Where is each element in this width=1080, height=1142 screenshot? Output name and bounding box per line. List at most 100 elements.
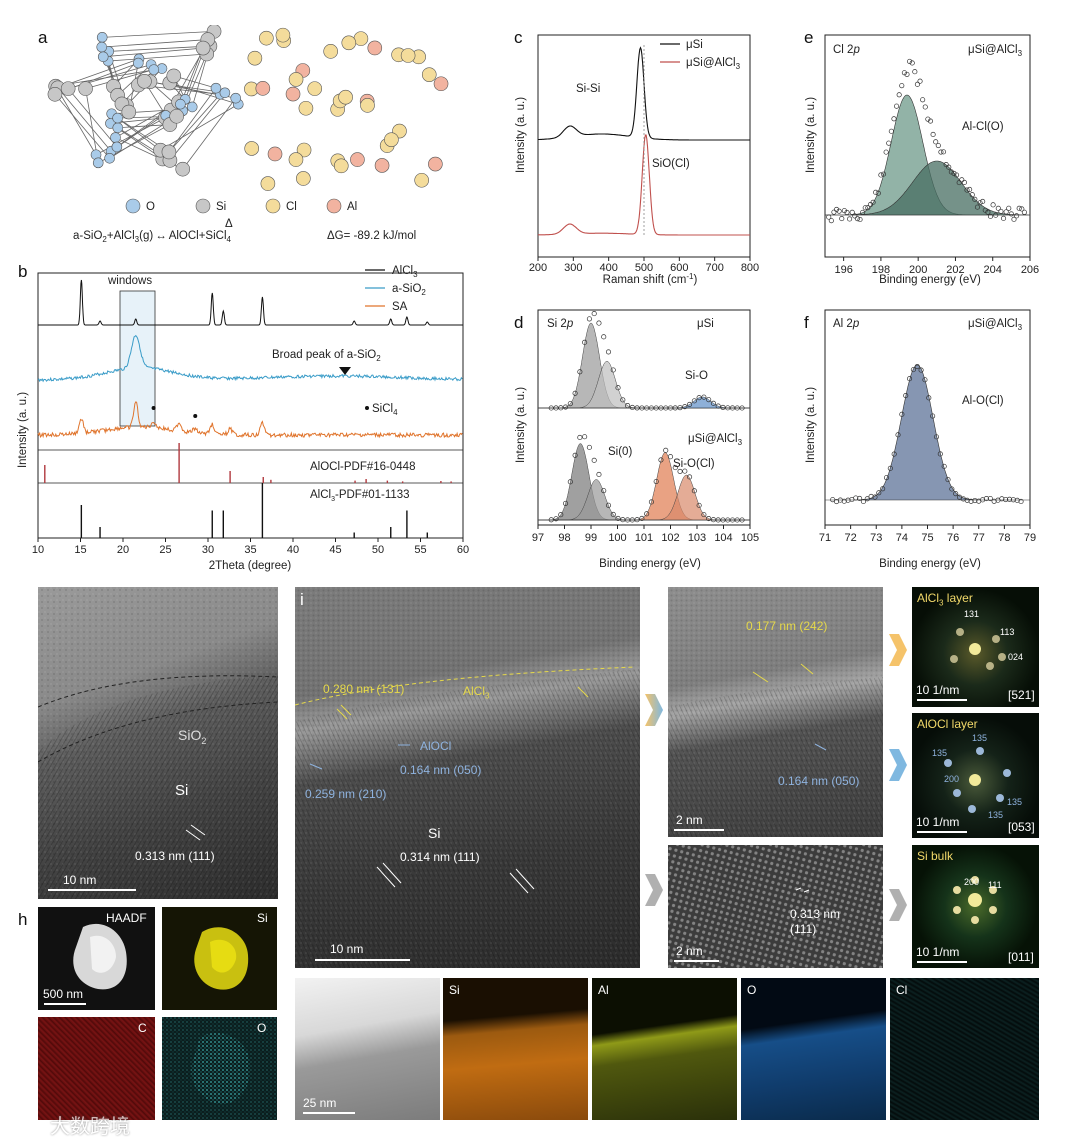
xps-data-point [615, 385, 621, 391]
xps-data-point [648, 405, 654, 411]
panel-h-c-map: C [38, 1017, 155, 1120]
atom-si [78, 81, 93, 96]
x-tick-label: 800 [741, 262, 759, 274]
atom-si [169, 108, 184, 124]
xps-data-point [964, 187, 970, 193]
arrow-to-surface-zoom [645, 694, 663, 726]
zoom2-scalebar [674, 960, 719, 962]
atom-cl [244, 141, 259, 156]
panel-i-d131: 0.280 nm (131) [323, 682, 405, 696]
xps-data-point [739, 405, 745, 411]
xps-data-point [967, 186, 973, 192]
x-tick-label: 196 [834, 264, 852, 276]
x-tick-label: 73 [870, 532, 882, 544]
panel-a-legend: O Si Cl Al [125, 198, 357, 214]
atom-si [47, 86, 63, 102]
reaction-equation: a-SiO2+AlCl3(g) ↔ AlOCl+SiCl4 [73, 230, 232, 244]
fft2-title: AlOCl layer [917, 717, 978, 731]
xps-data-point [845, 497, 851, 503]
legend-asio2: a-SiO2 [392, 283, 426, 297]
xps-data-point [972, 196, 978, 202]
panel-g-scalebar [48, 889, 136, 891]
x-tick-label: 50 [372, 544, 384, 556]
fft1-024: 024 [1008, 652, 1024, 662]
panel-a-label: a [38, 28, 48, 47]
panel-d-title: Si 2p [547, 318, 574, 330]
atom-o [104, 153, 115, 164]
fft1-113: 113 [1000, 627, 1015, 637]
xps-data-point [961, 179, 967, 186]
panel-i-d050: 0.164 nm (050) [400, 763, 482, 777]
xps-data-point [644, 511, 650, 517]
xps-data-point [591, 311, 597, 317]
panel-j-haadf: 25 nm [295, 978, 440, 1120]
xps-data-point [860, 209, 866, 215]
x-tick-label: 97 [532, 532, 544, 544]
panel-h-scalebar [44, 1003, 86, 1005]
legend-usi: μSi [686, 39, 703, 51]
xps-data-point [940, 149, 947, 155]
xps-data-point [938, 149, 944, 155]
panel-g-label: g [18, 590, 28, 609]
xps-data-point [739, 517, 745, 523]
panel-h-o-map: O [162, 1017, 277, 1120]
xps-data-point [1021, 209, 1027, 215]
atom-cl [247, 50, 263, 66]
xps-data-point [610, 511, 616, 518]
atom-o [219, 87, 231, 99]
fft1-title: AlCl3 layer [917, 591, 973, 608]
xps-data-point [1010, 497, 1016, 503]
x-tick-label: 204 [984, 264, 1002, 276]
xps-data-point [968, 498, 974, 504]
atom-al [374, 158, 390, 173]
xps-data-point [710, 517, 716, 523]
xps-data-point [553, 405, 559, 411]
xps-component [825, 160, 1030, 216]
xps-data-point [729, 405, 736, 411]
panel-a-structure: O Si Cl Al a-SiO2+AlCl3(g) ↔ AlOCl+SiCl4 Δ… [47, 25, 449, 244]
panel-i-si: Si [428, 825, 441, 841]
fft1-scale: 10 1/nm [916, 683, 960, 697]
x-tick-label: 206 [1021, 264, 1039, 276]
xps-data-point [888, 128, 894, 134]
windows-label: windows [107, 275, 152, 287]
panel-h-scale: 500 nm [43, 987, 84, 1001]
xps-data-point [987, 495, 993, 502]
xps-data-point [620, 517, 626, 523]
x-tick-label: 20 [117, 544, 129, 556]
xps-data-point [912, 69, 918, 75]
xps-data-point [629, 404, 635, 411]
fft2-200: 200 [944, 774, 960, 784]
xps-data-point [558, 405, 564, 411]
atom-o [112, 112, 123, 124]
xps-data-point [831, 209, 837, 215]
windows-box [119, 290, 156, 427]
xps-data-point [917, 78, 923, 84]
xps-data-point [691, 398, 697, 404]
al-cl-o-label: Al-Cl(O) [962, 121, 1004, 133]
fft1-131: 131 [964, 609, 980, 619]
atom-cl [288, 72, 304, 87]
fft3-title: Si bulk [917, 849, 954, 863]
xps-data-point [894, 103, 900, 109]
x-tick-label: 78 [998, 532, 1010, 544]
xps-data-point [586, 444, 592, 450]
fft2-zone: [053] [1008, 820, 1035, 834]
xps-data-point [870, 199, 876, 205]
atom-cl [307, 81, 323, 96]
panel-d-tag-usi: μSi [697, 318, 714, 330]
panel-j-cl-label: Cl [896, 983, 908, 997]
xps-data-point [682, 468, 688, 474]
panel-d-xps-si2p-chart: Intensity (a. u.) 97 98 99 100 101 102 103 104 1… [515, 309, 759, 570]
atom-cl [421, 67, 437, 82]
xps-data-point [949, 486, 955, 492]
xps-data-point [953, 491, 959, 497]
xps-data-point [899, 411, 905, 417]
atom-al [285, 86, 301, 102]
atom-si [60, 81, 76, 96]
xps-data-point [998, 208, 1004, 214]
xps-data-point [577, 434, 583, 441]
atom-si [166, 68, 182, 84]
x-tick-label: 75 [921, 532, 933, 544]
xps-data-point [907, 376, 913, 382]
